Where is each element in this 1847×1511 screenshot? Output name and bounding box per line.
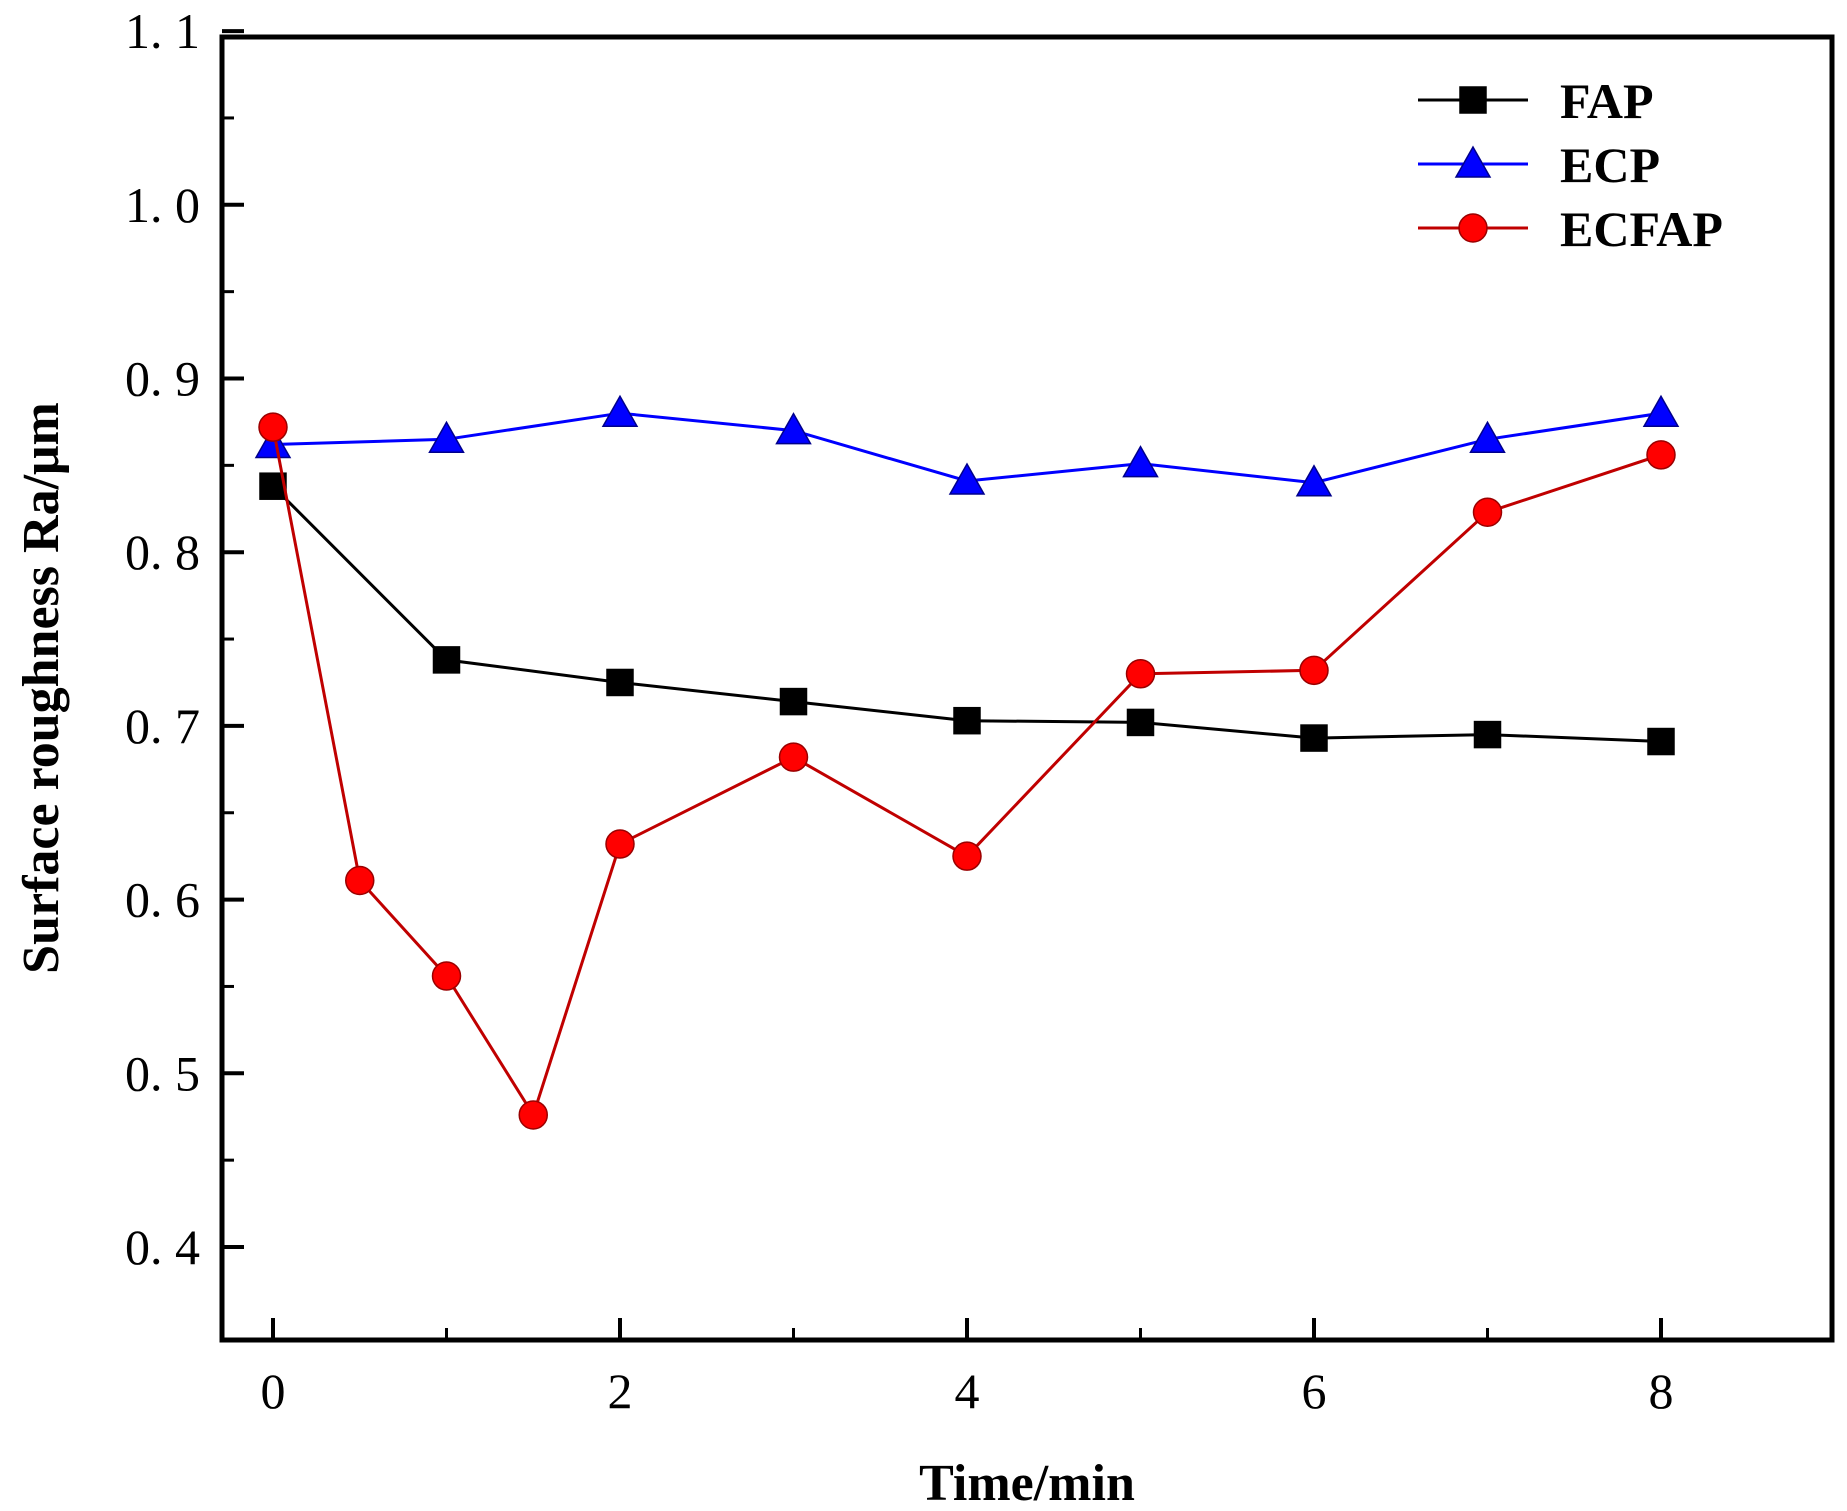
data-point-fap bbox=[779, 687, 808, 716]
data-point-ecp bbox=[254, 425, 292, 459]
data-point-fap bbox=[1647, 727, 1675, 756]
series-line-ecfap bbox=[271, 426, 1662, 1119]
data-point-ecp bbox=[1469, 420, 1506, 454]
legend-label-ecfap: ECFAP bbox=[1560, 201, 1723, 257]
x-axis-label: Time/min bbox=[919, 1455, 1135, 1511]
data-point-ecfap bbox=[1125, 659, 1156, 689]
data-point-ecp bbox=[1122, 445, 1159, 478]
x-tick-label: 8 bbox=[1649, 1363, 1674, 1419]
y-tick-label: 0. 6 bbox=[125, 872, 200, 928]
y-axis-label: Surface roughness Ra/μm bbox=[13, 402, 70, 974]
legend-marker-fap bbox=[1459, 86, 1487, 114]
data-point-ecp bbox=[1295, 464, 1333, 497]
series-ecp bbox=[254, 394, 1680, 497]
y-tick-label: 0. 7 bbox=[125, 698, 200, 754]
legend-label-fap: FAP bbox=[1560, 73, 1653, 129]
data-point-ecfap bbox=[952, 841, 982, 871]
data-point-ecp bbox=[948, 462, 986, 495]
data-point-ecp bbox=[428, 420, 465, 454]
data-point-fap bbox=[1126, 708, 1155, 737]
data-point-ecp bbox=[775, 412, 812, 445]
data-point-ecfap bbox=[518, 1100, 548, 1130]
plot-frame bbox=[219, 34, 1835, 1343]
x-tick-label: 4 bbox=[955, 1363, 980, 1419]
y-tick-label: 0. 9 bbox=[125, 351, 200, 407]
data-point-fap bbox=[432, 646, 461, 674]
data-point-fap bbox=[953, 706, 981, 735]
data-point-ecfap bbox=[1646, 440, 1676, 470]
x-tick-label: 2 bbox=[608, 1363, 633, 1419]
x-axis-ticks: 0 2 4 6 8 bbox=[261, 1318, 1674, 1419]
data-point-ecfap bbox=[778, 742, 809, 772]
data-point-ecfap bbox=[1299, 655, 1329, 686]
y-tick-label: 0. 4 bbox=[125, 1219, 200, 1275]
x-tick-label: 6 bbox=[1302, 1363, 1327, 1419]
y-tick-label: 1. 0 bbox=[125, 177, 200, 233]
series-layer bbox=[254, 394, 1680, 1130]
data-point-ecfap bbox=[345, 865, 375, 896]
x-tick-label: 0 bbox=[261, 1363, 286, 1419]
data-point-ecfap bbox=[431, 961, 462, 991]
data-point-ecp bbox=[601, 394, 639, 427]
data-point-fap bbox=[1473, 720, 1502, 749]
legend-marker-ecfap bbox=[1458, 213, 1488, 243]
legend-marker-ecp bbox=[1454, 145, 1492, 178]
legend: FAP ECP ECFAP bbox=[1418, 73, 1723, 257]
data-point-ecp bbox=[1642, 394, 1680, 427]
y-axis-ticks: 0. 4 0. 5 0. 6 0. 7 0. 8 0. 9 1. 0 1. 1 bbox=[125, 3, 244, 1275]
series-ecfap bbox=[258, 412, 1676, 1130]
y-tick-label: 0. 8 bbox=[125, 524, 200, 580]
data-point-fap bbox=[606, 668, 634, 697]
data-point-ecfap bbox=[1472, 497, 1503, 527]
data-point-ecfap bbox=[605, 829, 635, 859]
series-line-fap bbox=[271, 485, 1662, 743]
legend-label-ecp: ECP bbox=[1560, 137, 1660, 193]
y-tick-label: 0. 5 bbox=[125, 1045, 200, 1101]
series-fap bbox=[259, 472, 1675, 756]
data-point-fap bbox=[1300, 724, 1328, 752]
y-tick-label: 1. 1 bbox=[125, 3, 200, 59]
data-point-ecfap bbox=[258, 412, 288, 442]
